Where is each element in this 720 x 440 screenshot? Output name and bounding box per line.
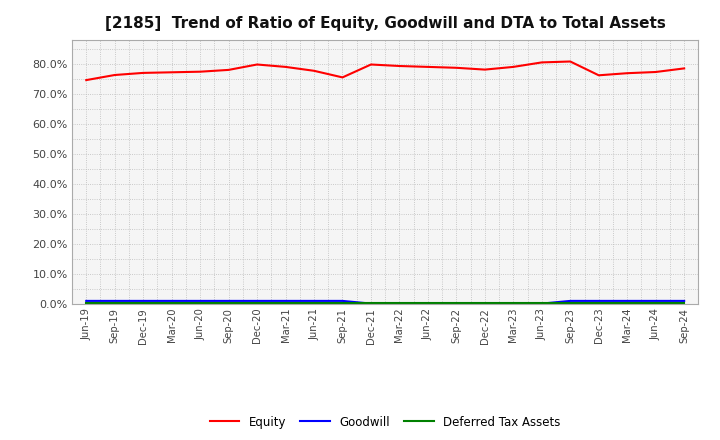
Deferred Tax Assets bbox=[537, 301, 546, 306]
Equity bbox=[338, 75, 347, 80]
Equity bbox=[196, 69, 204, 74]
Equity bbox=[395, 63, 404, 69]
Goodwill bbox=[282, 298, 290, 304]
Goodwill bbox=[82, 298, 91, 304]
Deferred Tax Assets bbox=[196, 301, 204, 306]
Deferred Tax Assets bbox=[595, 301, 603, 306]
Line: Equity: Equity bbox=[86, 62, 684, 80]
Goodwill bbox=[680, 298, 688, 304]
Deferred Tax Assets bbox=[652, 301, 660, 306]
Deferred Tax Assets bbox=[680, 301, 688, 306]
Line: Goodwill: Goodwill bbox=[86, 301, 684, 304]
Deferred Tax Assets bbox=[225, 301, 233, 306]
Equity bbox=[167, 70, 176, 75]
Deferred Tax Assets bbox=[395, 301, 404, 306]
Deferred Tax Assets bbox=[452, 301, 461, 306]
Deferred Tax Assets bbox=[623, 301, 631, 306]
Deferred Tax Assets bbox=[82, 301, 91, 306]
Goodwill bbox=[537, 301, 546, 306]
Deferred Tax Assets bbox=[253, 301, 261, 306]
Equity bbox=[652, 70, 660, 75]
Equity bbox=[423, 64, 432, 70]
Deferred Tax Assets bbox=[110, 301, 119, 306]
Goodwill bbox=[225, 298, 233, 304]
Equity bbox=[537, 60, 546, 65]
Goodwill bbox=[253, 298, 261, 304]
Deferred Tax Assets bbox=[282, 301, 290, 306]
Goodwill bbox=[338, 298, 347, 304]
Legend: Equity, Goodwill, Deferred Tax Assets: Equity, Goodwill, Deferred Tax Assets bbox=[204, 410, 567, 435]
Equity bbox=[623, 70, 631, 76]
Goodwill bbox=[452, 301, 461, 306]
Goodwill bbox=[623, 298, 631, 304]
Equity bbox=[595, 73, 603, 78]
Goodwill bbox=[196, 298, 204, 304]
Goodwill bbox=[139, 298, 148, 304]
Deferred Tax Assets bbox=[423, 301, 432, 306]
Equity bbox=[253, 62, 261, 67]
Goodwill bbox=[423, 301, 432, 306]
Goodwill bbox=[480, 301, 489, 306]
Equity bbox=[310, 68, 318, 73]
Deferred Tax Assets bbox=[366, 301, 375, 306]
Deferred Tax Assets bbox=[509, 301, 518, 306]
Deferred Tax Assets bbox=[480, 301, 489, 306]
Equity bbox=[566, 59, 575, 64]
Equity bbox=[452, 65, 461, 70]
Equity bbox=[82, 77, 91, 83]
Equity bbox=[110, 72, 119, 77]
Equity bbox=[509, 64, 518, 70]
Goodwill bbox=[110, 298, 119, 304]
Goodwill bbox=[566, 298, 575, 304]
Deferred Tax Assets bbox=[338, 301, 347, 306]
Goodwill bbox=[595, 298, 603, 304]
Goodwill bbox=[310, 298, 318, 304]
Deferred Tax Assets bbox=[566, 301, 575, 306]
Title: [2185]  Trend of Ratio of Equity, Goodwill and DTA to Total Assets: [2185] Trend of Ratio of Equity, Goodwil… bbox=[105, 16, 665, 32]
Equity bbox=[366, 62, 375, 67]
Goodwill bbox=[652, 298, 660, 304]
Goodwill bbox=[167, 298, 176, 304]
Goodwill bbox=[366, 301, 375, 306]
Deferred Tax Assets bbox=[167, 301, 176, 306]
Deferred Tax Assets bbox=[139, 301, 148, 306]
Deferred Tax Assets bbox=[310, 301, 318, 306]
Equity bbox=[282, 64, 290, 70]
Goodwill bbox=[509, 301, 518, 306]
Equity bbox=[480, 67, 489, 72]
Equity bbox=[139, 70, 148, 76]
Goodwill bbox=[395, 301, 404, 306]
Equity bbox=[225, 67, 233, 73]
Equity bbox=[680, 66, 688, 71]
